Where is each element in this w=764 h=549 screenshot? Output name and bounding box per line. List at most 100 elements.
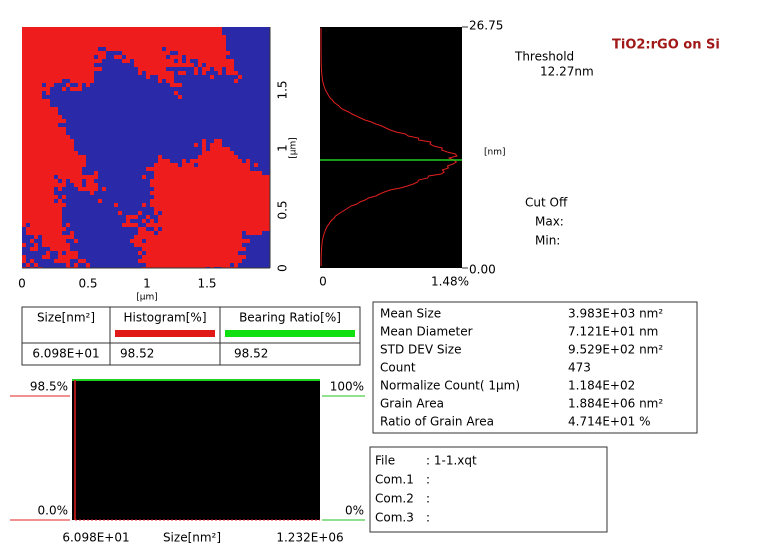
height-min: 0.00 xyxy=(469,263,496,277)
stat-label: Ratio of Grain Area xyxy=(380,415,494,429)
grain xyxy=(154,163,178,167)
grain xyxy=(86,83,90,87)
grain xyxy=(22,95,42,99)
bearing-swatch xyxy=(225,330,355,337)
bearing-panel xyxy=(72,380,320,520)
grain xyxy=(58,175,98,179)
grain xyxy=(142,203,146,207)
x-label: Size[nm²] xyxy=(163,531,221,545)
histogram-swatch xyxy=(115,330,215,337)
grain xyxy=(150,183,270,187)
grain xyxy=(30,239,34,243)
x-tick-label: 1 xyxy=(143,277,151,291)
grain xyxy=(146,263,230,267)
grain xyxy=(22,203,66,207)
grain xyxy=(58,199,62,203)
grain xyxy=(102,187,106,191)
y-tick-label: 1 xyxy=(276,144,290,152)
grain xyxy=(22,103,50,107)
table-header: Histogram[%] xyxy=(123,311,206,325)
grain xyxy=(202,139,206,143)
stat-label: Grain Area xyxy=(380,397,444,411)
grain xyxy=(122,223,138,227)
grain xyxy=(42,235,74,239)
grain xyxy=(22,131,66,135)
grain xyxy=(158,75,174,79)
grain xyxy=(22,31,222,35)
grain xyxy=(190,159,242,163)
grain xyxy=(54,259,70,263)
threshold-label: Threshold xyxy=(514,50,574,64)
file-label: Com.3 xyxy=(375,511,414,525)
grain xyxy=(30,247,38,251)
grain xyxy=(154,211,158,215)
hist-x-min: 0 xyxy=(319,275,327,289)
grain xyxy=(66,251,78,255)
grain xyxy=(22,187,54,191)
y-tick-label: 0 xyxy=(276,264,290,272)
grain xyxy=(58,251,62,255)
grain xyxy=(146,71,174,75)
grain xyxy=(46,83,54,87)
grain xyxy=(98,55,106,59)
grain xyxy=(22,35,226,39)
grain xyxy=(138,231,154,235)
grain xyxy=(202,147,206,151)
grain xyxy=(214,139,222,143)
grain xyxy=(238,75,242,79)
grain xyxy=(22,159,86,163)
grain xyxy=(234,79,238,83)
grain xyxy=(170,83,182,87)
grain xyxy=(22,171,82,175)
grain xyxy=(194,67,198,71)
grain xyxy=(126,215,138,219)
grain xyxy=(22,63,94,67)
grain xyxy=(234,263,238,267)
grain xyxy=(134,63,194,67)
title: TiO2:rGO on Si xyxy=(612,38,720,53)
grain xyxy=(146,215,150,219)
grain xyxy=(42,239,66,243)
grain xyxy=(178,71,186,75)
file-label: File xyxy=(375,454,395,468)
grain xyxy=(22,47,98,51)
grain xyxy=(198,163,250,167)
left-bottom-label: 0.0% xyxy=(38,504,69,518)
grain xyxy=(22,243,26,247)
grain xyxy=(22,207,62,211)
grain xyxy=(62,195,66,199)
grain xyxy=(146,75,150,79)
grain xyxy=(118,211,122,215)
grain xyxy=(22,99,50,103)
grain xyxy=(94,171,98,175)
stat-value: 7.121E+01 nm xyxy=(568,325,658,339)
grain xyxy=(74,263,78,267)
x-max-label: 1.232E+06 xyxy=(276,531,343,545)
grain xyxy=(154,171,262,175)
grain xyxy=(210,75,214,79)
grain xyxy=(150,191,270,195)
grain xyxy=(22,223,26,227)
grain xyxy=(86,263,90,267)
grain xyxy=(226,67,234,71)
stat-label: STD DEV Size xyxy=(380,343,461,357)
grain xyxy=(78,187,98,191)
grain xyxy=(34,235,38,239)
grain xyxy=(34,263,38,267)
cutoff-min: Min: xyxy=(535,234,560,248)
grain xyxy=(62,179,66,183)
grain xyxy=(138,259,242,263)
y-tick-label: 1.5 xyxy=(276,80,290,99)
grain xyxy=(78,259,86,263)
y-tick-label: 0.5 xyxy=(276,200,290,219)
right-top-label: 100% xyxy=(330,380,364,394)
cutoff-label: Cut Off xyxy=(525,196,568,210)
grain xyxy=(26,231,62,235)
grain xyxy=(142,247,246,251)
height-max: 26.75 xyxy=(469,19,503,33)
grain xyxy=(22,107,58,111)
grain xyxy=(158,215,270,219)
grain xyxy=(158,219,270,223)
hist-x-max: 1.48% xyxy=(431,275,469,289)
grain xyxy=(170,55,182,59)
